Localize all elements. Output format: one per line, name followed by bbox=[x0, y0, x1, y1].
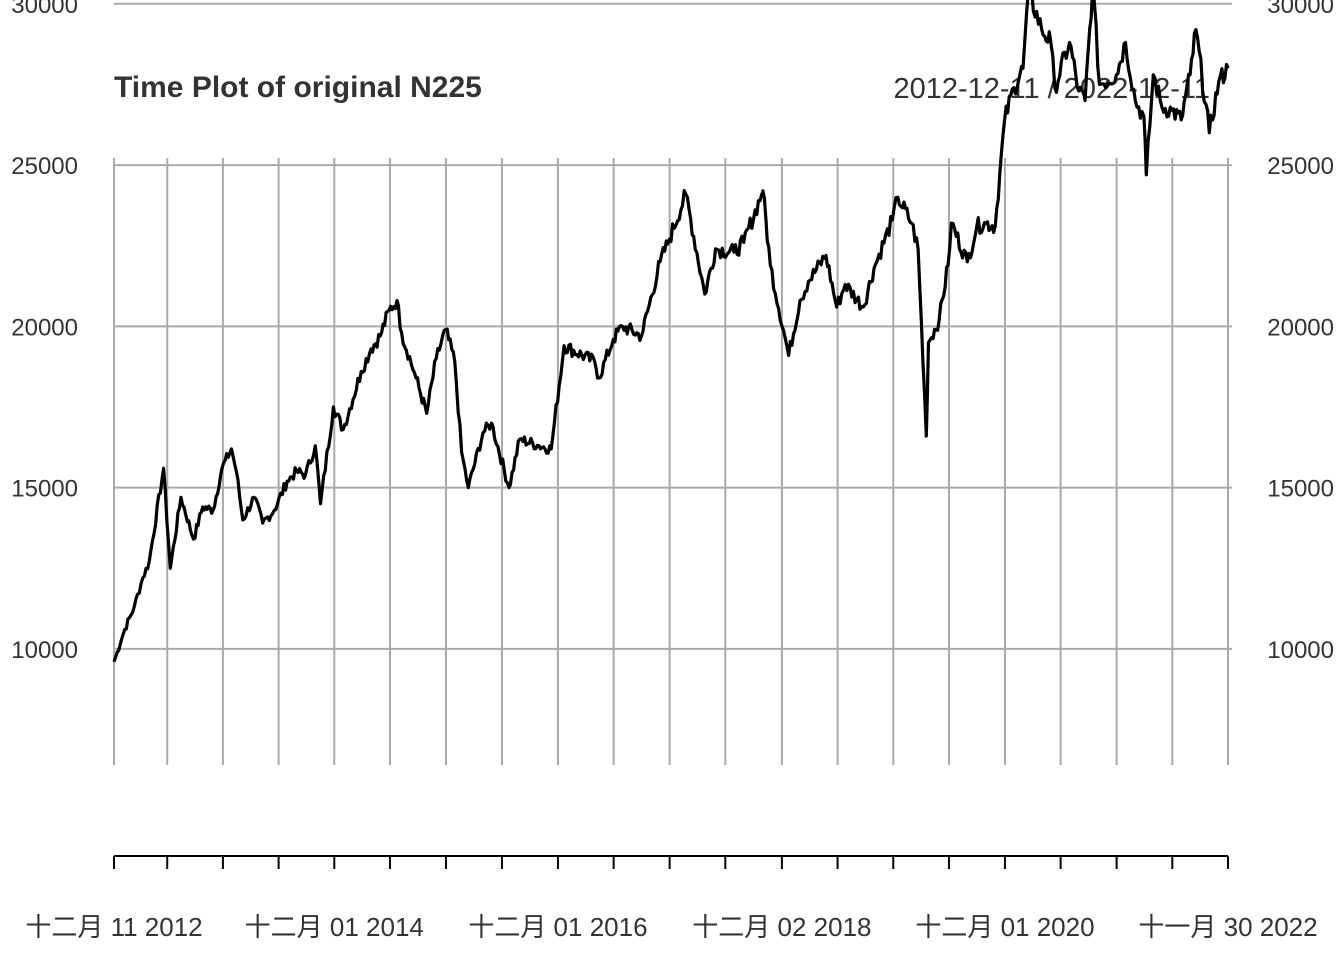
y-tick-label-right: 15000 bbox=[1267, 476, 1334, 503]
x-tick-label: 十二月 01 2016 bbox=[468, 912, 647, 942]
chart-title: Time Plot of original N225 bbox=[114, 71, 482, 104]
y-tick-label-right: 30000 bbox=[1267, 0, 1334, 19]
y-tick-label-left: 20000 bbox=[11, 314, 78, 341]
y-tick-label-right: 25000 bbox=[1267, 153, 1334, 180]
series-layer bbox=[112, 0, 1230, 663]
x-tick-label: 十二月 02 2018 bbox=[692, 912, 871, 942]
n225-price-line bbox=[112, 0, 1230, 663]
chart-date-range: 2012-12-11 / 2022-12-11 bbox=[893, 73, 1210, 105]
x-tick-label: 十一月 30 2022 bbox=[1138, 912, 1317, 942]
x-tick-label: 十二月 11 2012 bbox=[25, 912, 202, 942]
x-tick-label: 十二月 01 2014 bbox=[245, 912, 424, 942]
y-tick-label-left: 30000 bbox=[11, 0, 78, 19]
grid-lines bbox=[113, 2, 1232, 765]
y-tick-label-left: 10000 bbox=[11, 637, 78, 664]
y-tick-label-left: 25000 bbox=[11, 153, 78, 180]
y-axis-labels: 10000 10000 15000 15000 20000 20000 25000 25000… bbox=[11, 0, 1334, 664]
y-tick-label-right: 10000 bbox=[1267, 637, 1334, 664]
y-tick-label-left: 15000 bbox=[11, 476, 78, 503]
x-axis: 十二月 11 2012 十二月 01 2014 十二月 01 2016 十二月 02 … bbox=[25, 855, 1318, 942]
y-tick-label-right: 20000 bbox=[1267, 314, 1334, 341]
x-tick-label: 十二月 01 2020 bbox=[915, 912, 1094, 942]
